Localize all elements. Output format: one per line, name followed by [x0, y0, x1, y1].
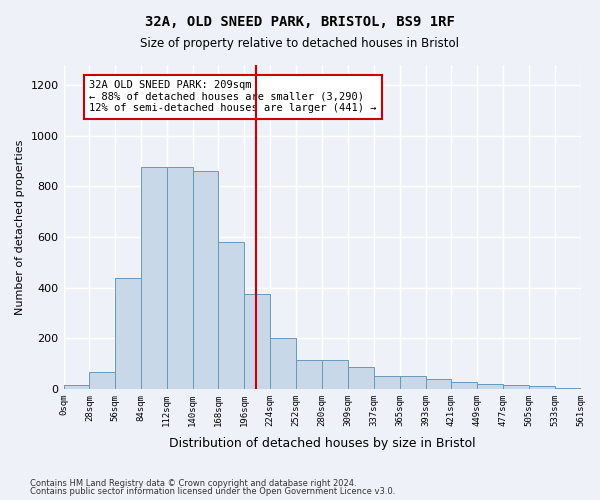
Bar — [554, 388, 581, 389]
Bar — [167, 167, 193, 389]
Text: Size of property relative to detached houses in Bristol: Size of property relative to detached ho… — [140, 38, 460, 51]
Bar — [348, 368, 374, 389]
Bar — [218, 242, 244, 389]
Bar — [244, 294, 270, 389]
Bar — [89, 372, 115, 389]
Bar — [425, 378, 451, 389]
Bar — [503, 385, 529, 389]
Bar — [296, 360, 322, 389]
Bar — [141, 167, 167, 389]
Bar — [374, 376, 400, 389]
X-axis label: Distribution of detached houses by size in Bristol: Distribution of detached houses by size … — [169, 437, 475, 450]
Bar — [451, 382, 477, 389]
Bar — [477, 384, 503, 389]
Bar — [400, 376, 425, 389]
Bar — [322, 360, 348, 389]
Bar — [64, 385, 89, 389]
Bar — [115, 278, 141, 389]
Bar — [193, 170, 218, 389]
Y-axis label: Number of detached properties: Number of detached properties — [15, 139, 25, 314]
Text: 32A, OLD SNEED PARK, BRISTOL, BS9 1RF: 32A, OLD SNEED PARK, BRISTOL, BS9 1RF — [145, 15, 455, 29]
Text: Contains public sector information licensed under the Open Government Licence v3: Contains public sector information licen… — [30, 487, 395, 496]
Text: 32A OLD SNEED PARK: 209sqm
← 88% of detached houses are smaller (3,290)
12% of s: 32A OLD SNEED PARK: 209sqm ← 88% of deta… — [89, 80, 377, 114]
Text: Contains HM Land Registry data © Crown copyright and database right 2024.: Contains HM Land Registry data © Crown c… — [30, 478, 356, 488]
Bar — [529, 386, 554, 389]
Bar — [270, 338, 296, 389]
